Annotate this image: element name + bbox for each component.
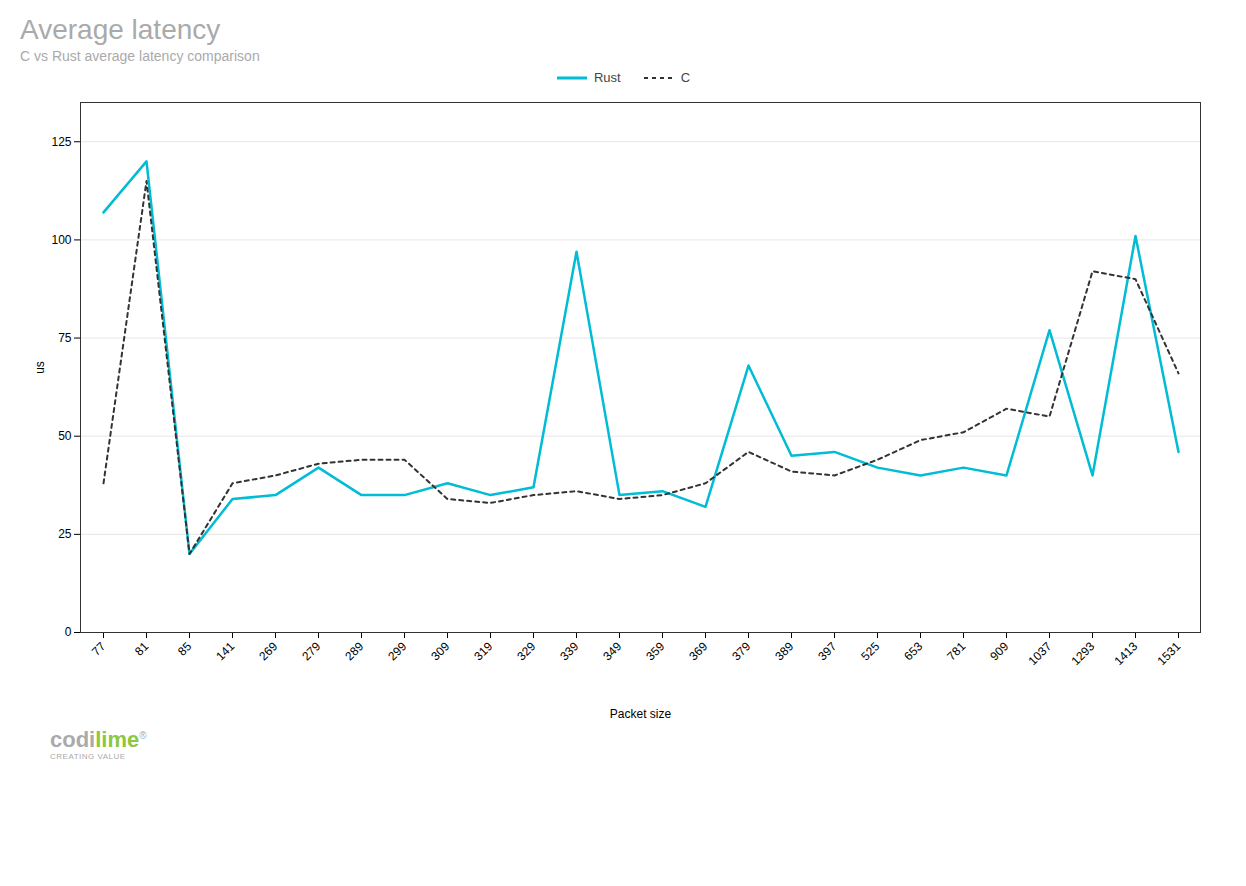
svg-text:75: 75 <box>58 331 72 345</box>
html-text:Rust: Rust <box>593 70 621 85</box>
svg-text:1293: 1293 <box>1069 639 1098 668</box>
svg-text:319: 319 <box>471 639 495 663</box>
svg-text:299: 299 <box>385 639 409 663</box>
html-text:C vs Rust average latency comp: C vs Rust average latency comparison <box>20 48 260 64</box>
svg-text:81: 81 <box>132 639 152 659</box>
html-text:CREATING VALUE: CREATING VALUE <box>50 752 126 761</box>
svg-text:397: 397 <box>815 639 839 663</box>
svg-text:349: 349 <box>600 639 624 663</box>
svg-text:100: 100 <box>51 233 71 247</box>
svg-text:289: 289 <box>342 639 366 663</box>
svg-text:1413: 1413 <box>1112 639 1141 668</box>
svg-text:525: 525 <box>858 639 882 663</box>
svg-text:359: 359 <box>643 639 667 663</box>
svg-text:309: 309 <box>428 639 452 663</box>
svg-text:389: 389 <box>772 639 796 663</box>
svg-text:us: us <box>33 361 47 374</box>
svg-text:125: 125 <box>51 135 71 149</box>
svg-text:909: 909 <box>987 639 1011 663</box>
svg-text:77: 77 <box>89 639 109 659</box>
svg-text:50: 50 <box>58 429 72 443</box>
svg-text:653: 653 <box>901 639 925 663</box>
html-text:Average latency: Average latency <box>20 14 221 45</box>
svg-text:781: 781 <box>944 639 968 663</box>
html-text:codi lime: codi lime <box>50 727 140 752</box>
svg-text:85: 85 <box>175 639 195 659</box>
svg-text:369: 369 <box>686 639 710 663</box>
svg-text:Packet size: Packet size <box>610 707 672 721</box>
svg-text:269: 269 <box>256 639 280 663</box>
svg-text:1531: 1531 <box>1155 639 1184 668</box>
svg-text:141: 141 <box>213 639 237 663</box>
svg-text:339: 339 <box>557 639 581 663</box>
html-text:C: C <box>680 70 691 85</box>
svg-text:329: 329 <box>514 639 538 663</box>
svg-text:1037: 1037 <box>1026 639 1055 668</box>
svg-text:279: 279 <box>299 639 323 663</box>
svg-text:379: 379 <box>729 639 753 663</box>
svg-text:25: 25 <box>58 527 72 541</box>
svg-text:0: 0 <box>65 625 72 639</box>
